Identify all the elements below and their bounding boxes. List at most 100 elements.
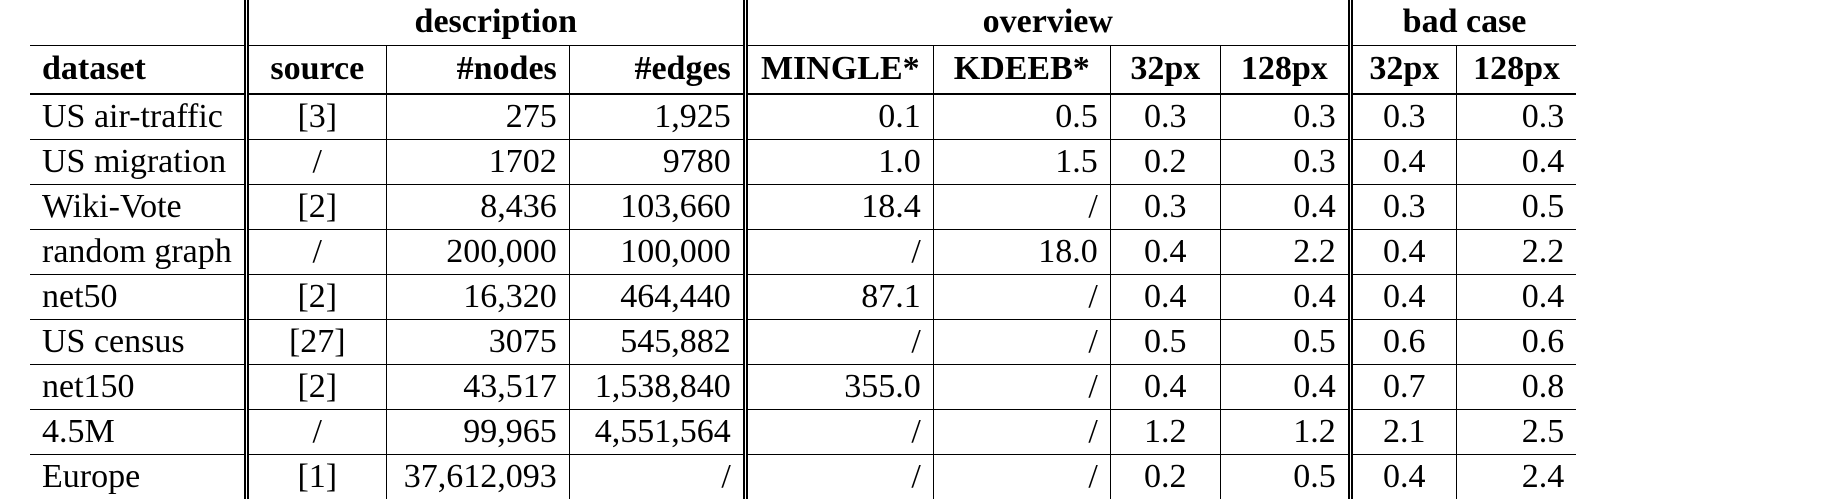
column-header-mingle: MINGLE* <box>745 46 933 95</box>
cell-edges: 545,882 <box>569 320 745 365</box>
cell-nodes: 1702 <box>386 140 569 185</box>
cell-edges: 1,925 <box>569 94 745 140</box>
cell-dataset: Europe <box>30 455 246 499</box>
cell-bad-case-128px: 2.4 <box>1456 455 1576 499</box>
cell-source: [1] <box>246 455 386 499</box>
cell-nodes: 200,000 <box>386 230 569 275</box>
cell-overview-128px: 0.4 <box>1220 185 1350 230</box>
column-header-kdeeb: KDEEB* <box>933 46 1110 95</box>
cell-edges: 464,440 <box>569 275 745 320</box>
cell-mingle: / <box>745 320 933 365</box>
cell-source: [2] <box>246 185 386 230</box>
cell-bad-case-32px: 0.4 <box>1350 230 1456 275</box>
cell-kdeeb: / <box>933 410 1110 455</box>
cell-nodes: 37,612,093 <box>386 455 569 499</box>
cell-dataset: US census <box>30 320 246 365</box>
cell-bad-case-128px: 0.4 <box>1456 140 1576 185</box>
cell-edges: 1,538,840 <box>569 365 745 410</box>
group-header-description: description <box>246 0 745 46</box>
cell-bad-case-128px: 0.6 <box>1456 320 1576 365</box>
cell-edges: 100,000 <box>569 230 745 275</box>
cell-mingle: / <box>745 455 933 499</box>
cell-mingle: 87.1 <box>745 275 933 320</box>
cell-dataset: net50 <box>30 275 246 320</box>
group-header-overview: overview <box>745 0 1350 46</box>
column-header-edges: #edges <box>569 46 745 95</box>
cell-overview-32px: 0.4 <box>1110 230 1220 275</box>
cell-bad-case-128px: 0.8 <box>1456 365 1576 410</box>
cell-kdeeb: 0.5 <box>933 94 1110 140</box>
group-header-bad-case: bad case <box>1350 0 1576 46</box>
cell-source: [27] <box>246 320 386 365</box>
cell-bad-case-32px: 0.3 <box>1350 94 1456 140</box>
cell-source: [2] <box>246 365 386 410</box>
cell-nodes: 8,436 <box>386 185 569 230</box>
cell-mingle: 1.0 <box>745 140 933 185</box>
cell-bad-case-128px: 0.5 <box>1456 185 1576 230</box>
cell-bad-case-32px: 0.4 <box>1350 455 1456 499</box>
cell-bad-case-128px: 2.5 <box>1456 410 1576 455</box>
cell-edges: 4,551,564 <box>569 410 745 455</box>
cell-overview-128px: 1.2 <box>1220 410 1350 455</box>
cell-bad-case-128px: 0.3 <box>1456 94 1576 140</box>
cell-kdeeb: / <box>933 365 1110 410</box>
cell-mingle: 355.0 <box>745 365 933 410</box>
cell-overview-32px: 1.2 <box>1110 410 1220 455</box>
cell-overview-128px: 0.5 <box>1220 455 1350 499</box>
cell-kdeeb: 18.0 <box>933 230 1110 275</box>
cell-overview-128px: 0.4 <box>1220 275 1350 320</box>
column-header-source: source <box>246 46 386 95</box>
cell-source: [2] <box>246 275 386 320</box>
cell-dataset: US migration <box>30 140 246 185</box>
cell-source: / <box>246 230 386 275</box>
cell-dataset: net150 <box>30 365 246 410</box>
cell-dataset: random graph <box>30 230 246 275</box>
cell-mingle: / <box>745 410 933 455</box>
cell-kdeeb: / <box>933 185 1110 230</box>
cell-overview-128px: 0.3 <box>1220 140 1350 185</box>
cell-kdeeb: 1.5 <box>933 140 1110 185</box>
cell-nodes: 99,965 <box>386 410 569 455</box>
cell-nodes: 275 <box>386 94 569 140</box>
column-header-overview-32px: 32px <box>1110 46 1220 95</box>
cell-overview-32px: 0.3 <box>1110 94 1220 140</box>
cell-overview-128px: 0.3 <box>1220 94 1350 140</box>
cell-nodes: 43,517 <box>386 365 569 410</box>
cell-overview-32px: 0.2 <box>1110 140 1220 185</box>
cell-overview-32px: 0.3 <box>1110 185 1220 230</box>
cell-edges: 9780 <box>569 140 745 185</box>
cell-overview-128px: 2.2 <box>1220 230 1350 275</box>
cell-overview-32px: 0.4 <box>1110 275 1220 320</box>
column-header-dataset: dataset <box>30 46 246 95</box>
cell-source: / <box>246 410 386 455</box>
cell-edges: 103,660 <box>569 185 745 230</box>
cell-bad-case-32px: 0.6 <box>1350 320 1456 365</box>
cell-bad-case-32px: 2.1 <box>1350 410 1456 455</box>
cell-kdeeb: / <box>933 275 1110 320</box>
cell-bad-case-32px: 0.4 <box>1350 275 1456 320</box>
column-header-bad-case-32px: 32px <box>1350 46 1456 95</box>
cell-kdeeb: / <box>933 320 1110 365</box>
column-header-nodes: #nodes <box>386 46 569 95</box>
cell-bad-case-32px: 0.3 <box>1350 185 1456 230</box>
cell-bad-case-128px: 2.2 <box>1456 230 1576 275</box>
cell-overview-32px: 0.2 <box>1110 455 1220 499</box>
cell-overview-128px: 0.4 <box>1220 365 1350 410</box>
cell-bad-case-32px: 0.4 <box>1350 140 1456 185</box>
cell-nodes: 16,320 <box>386 275 569 320</box>
cell-overview-128px: 0.5 <box>1220 320 1350 365</box>
cell-overview-32px: 0.4 <box>1110 365 1220 410</box>
cell-dataset: Wiki-Vote <box>30 185 246 230</box>
column-header-overview-128px: 128px <box>1220 46 1350 95</box>
